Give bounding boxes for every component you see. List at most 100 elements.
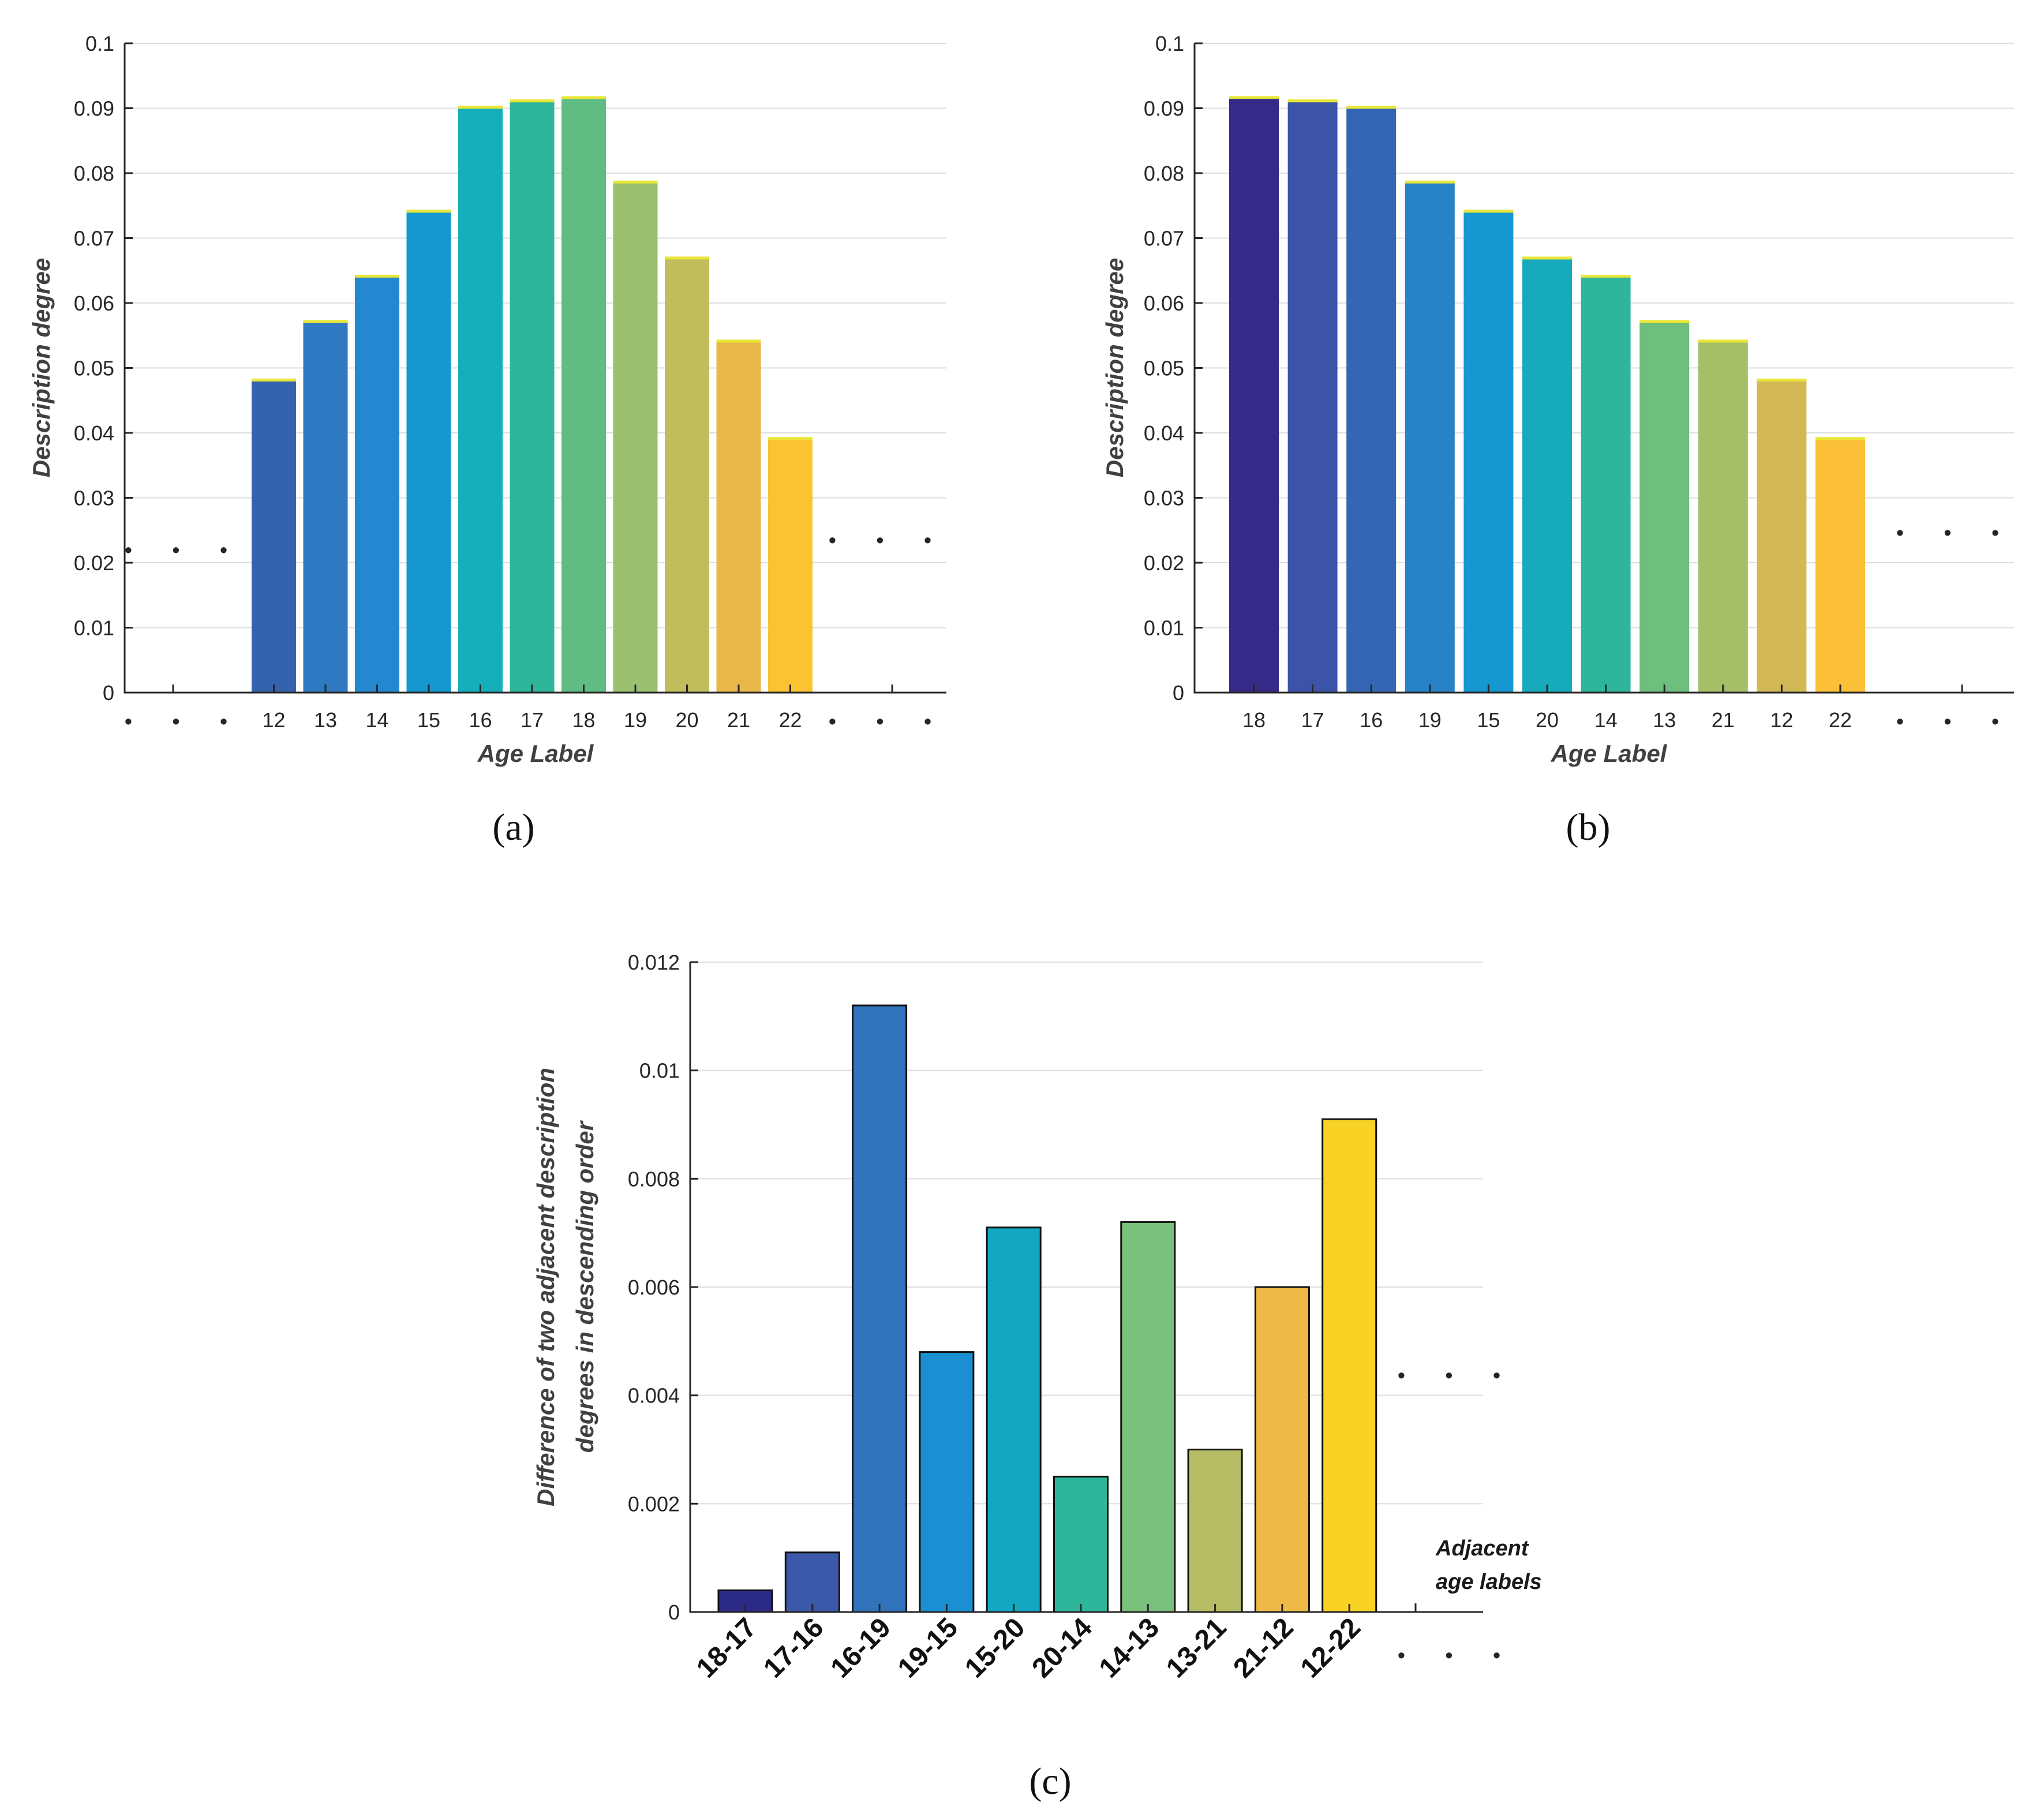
ellipsis-c-right-mid: • • • [1398,1363,1518,1387]
x-tick-label: 17-16 [758,1612,829,1684]
x-tick-label: 22 [778,708,802,732]
y-tick-label: 0.03 [74,487,114,510]
bar-12-22 [1322,1118,1377,1613]
bar-14-13 [1120,1221,1176,1613]
chart-panel-b: 0 0.01 0.02 0.03 0.04 0.05 0.06 0.07 0.08 0.09 0.1… [1101,32,2016,848]
y-tick-label: 0 [1173,681,1184,705]
y-tick-label: 0.09 [74,97,114,121]
bar-21-12 [1254,1286,1310,1613]
x-tick-label: 19-15 [892,1612,964,1684]
y-tick-label: 0.008 [628,1167,680,1191]
bar-17 [1287,102,1338,693]
x-ticks-c: 18-1717-1616-1919-1515-2020-1414-1313-21… [691,1604,1367,1684]
x-tick-label: 17 [521,708,544,732]
chart-panel-a: 0 0.01 0.02 0.03 0.04 0.05 0.06 0.07 0.08 0.09 0.1… [28,32,949,848]
bar-22 [768,439,813,693]
x-tick-label: 18 [572,708,595,732]
bar-21 [1698,342,1748,693]
y-ticks-c: 0 0.002 0.004 0.006 0.008 0.01 0.012 [628,951,698,1624]
bar-19 [1405,182,1455,693]
bar-cap [561,96,606,99]
bar-20 [665,259,709,693]
bar-15 [1463,212,1514,693]
x-tick-label: 21 [1712,708,1735,732]
bar-12 [1757,381,1807,693]
x-axis-label-b: Age Label [1551,740,1668,767]
x-tick-label: 20-14 [1026,1612,1098,1684]
y-tick-label: 0.01 [639,1059,680,1083]
bar-cap [252,379,296,381]
x-tick-label: 12 [262,708,285,732]
bar-21 [716,342,761,693]
bar-13-21 [1187,1449,1243,1613]
bar-cap [613,180,658,184]
bars-a [252,96,813,693]
ellipsis-b-right-axis: • • • [1896,709,2016,733]
panel-label-b: (b) [1566,806,1611,848]
y-tick-label: 0.02 [74,551,114,575]
x-tick-label: 19 [1418,708,1442,732]
x-tick-label: 20 [1536,708,1559,732]
x-tick-label: 14 [365,708,388,732]
x-tick-label: 19 [624,708,647,732]
bar-14 [355,277,399,693]
bar-14 [1581,277,1631,693]
y-tick-label: 0.07 [1144,227,1184,250]
x-tick-label: 18 [1242,708,1266,732]
y-tick-label: 0.05 [1144,357,1184,380]
y-axis-label-b: Description degree [1101,258,1128,477]
y-tick-label: 0.04 [74,421,114,445]
y-tick-label: 0.006 [628,1276,680,1299]
bar-17 [510,102,555,693]
x-tick-label: 13-21 [1160,1612,1232,1684]
adjacent-age-labels-note-line1: Adjacent [1435,1536,1529,1561]
bar-cap [303,320,348,323]
y-tick-label: 0.02 [1144,551,1184,575]
bars-c [717,1004,1377,1613]
y-ticks-b: 0 0.01 0.02 0.03 0.04 0.05 0.06 0.07 0.08 0.09 0.1 [1144,32,1203,705]
bar-16 [458,108,503,693]
adjacent-age-labels-note-line2: age labels [1436,1570,1542,1594]
bar-19 [613,182,658,693]
x-tick-label: 18-17 [691,1612,762,1684]
bar-cap [1229,96,1279,99]
bar-18 [561,98,606,693]
x-tick-label: 14 [1594,708,1618,732]
bar-22 [1815,439,1865,693]
bar-cap [768,437,813,440]
bar-cap [510,99,555,103]
bar-20 [1522,259,1572,693]
x-axis-label-a: Age Label [477,740,594,767]
y-axis-label-c-line2: degrees in descending order [571,1120,598,1453]
bar-cap [406,210,451,213]
x-tick-label: 20 [675,708,698,732]
x-tick-label: 16 [1360,708,1383,732]
ellipsis-c-right-axis: • • • [1398,1643,1518,1667]
y-tick-label: 0.01 [74,616,114,640]
axes-b [1193,43,2014,694]
x-tick-label: 15-20 [959,1612,1031,1684]
x-tick-label: 13 [314,708,337,732]
ellipsis-b-right-mid: • • • [1896,521,2016,544]
bar-13 [303,322,348,693]
bars-b [1229,96,1865,693]
ellipsis-a-left-axis: • • • [125,709,245,733]
y-tick-label: 0.06 [1144,291,1184,315]
bar-cap [1581,275,1631,278]
y-tick-label: 0.1 [85,32,114,55]
x-tick-label: 14-13 [1094,1612,1165,1684]
y-axis-label-a: Description degree [28,258,55,477]
axes-a [123,43,946,694]
y-axis-label-c-line1: Difference of two adjacent description [532,1068,559,1506]
bar-cap [1815,437,1865,440]
bar-19-15 [919,1351,975,1613]
bar-cap [1639,320,1690,323]
ellipsis-a-right-mid: • • • [829,528,949,552]
ellipsis-a-left-mid: • • • [125,538,245,562]
y-tick-label: 0.004 [628,1384,680,1408]
x-ticks-b: 18 17 16 19 15 20 14 13 21 12 22 [1242,685,1963,732]
bar-16 [1346,108,1397,693]
bar-15-20 [986,1226,1042,1613]
bar-cap [458,106,503,109]
